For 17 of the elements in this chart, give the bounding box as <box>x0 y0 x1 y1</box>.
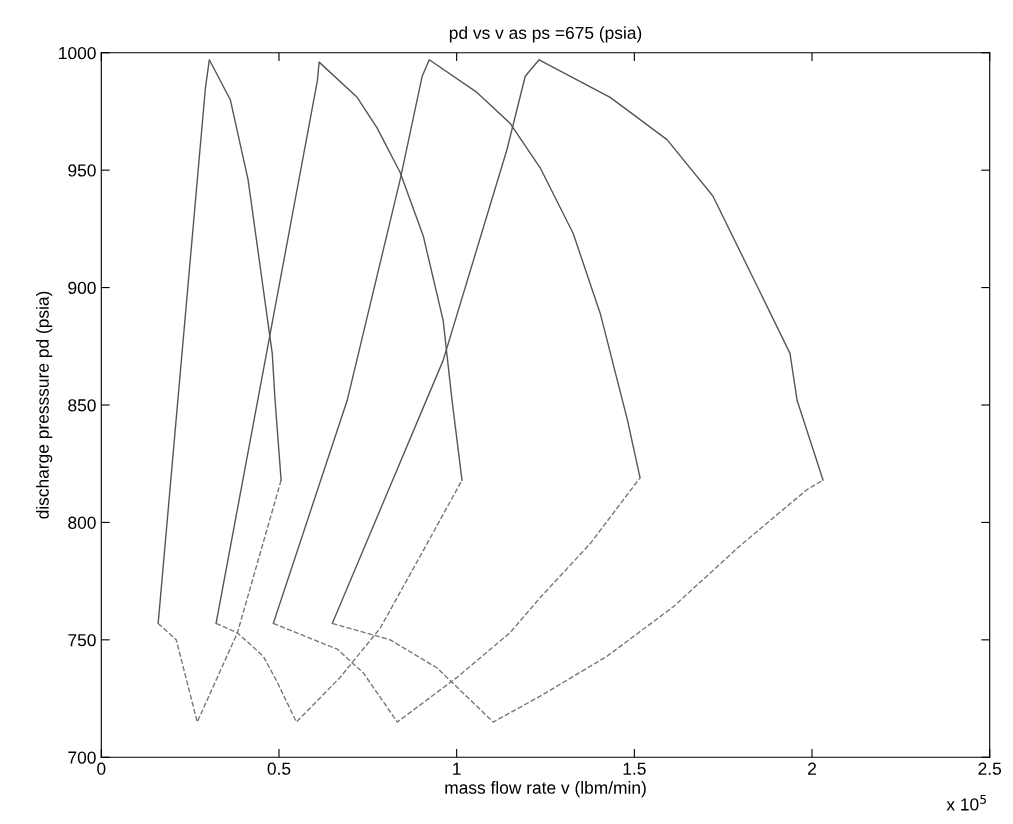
y-tick-label: 950 <box>68 164 96 177</box>
y-tick-label: 700 <box>68 751 96 764</box>
x-tick-label: 0 <box>97 762 106 775</box>
text: x 10$^{5}$ <box>946 794 987 811</box>
x-tick-label: 2 <box>808 762 816 775</box>
y-tick-label: 750 <box>68 634 96 647</box>
y-tick-label: 1000 <box>59 46 96 60</box>
x-tick-label: 2.5 <box>978 762 1002 775</box>
x-tick-label: 1.5 <box>623 762 646 775</box>
x-tick-label: 1 <box>453 762 461 775</box>
y-axis-title: discharge presssure pd (psia) <box>36 291 53 519</box>
y-tick-label: 850 <box>68 399 96 412</box>
y-tick-label: 800 <box>68 516 96 529</box>
x-tick-label: 0.5 <box>267 762 291 775</box>
y-tick-label: 900 <box>68 281 96 295</box>
x-axis-title: mass flow rate v (lbm/min) <box>445 781 646 798</box>
chart-title: pd vs v as ps =675 (psia) <box>449 26 642 43</box>
